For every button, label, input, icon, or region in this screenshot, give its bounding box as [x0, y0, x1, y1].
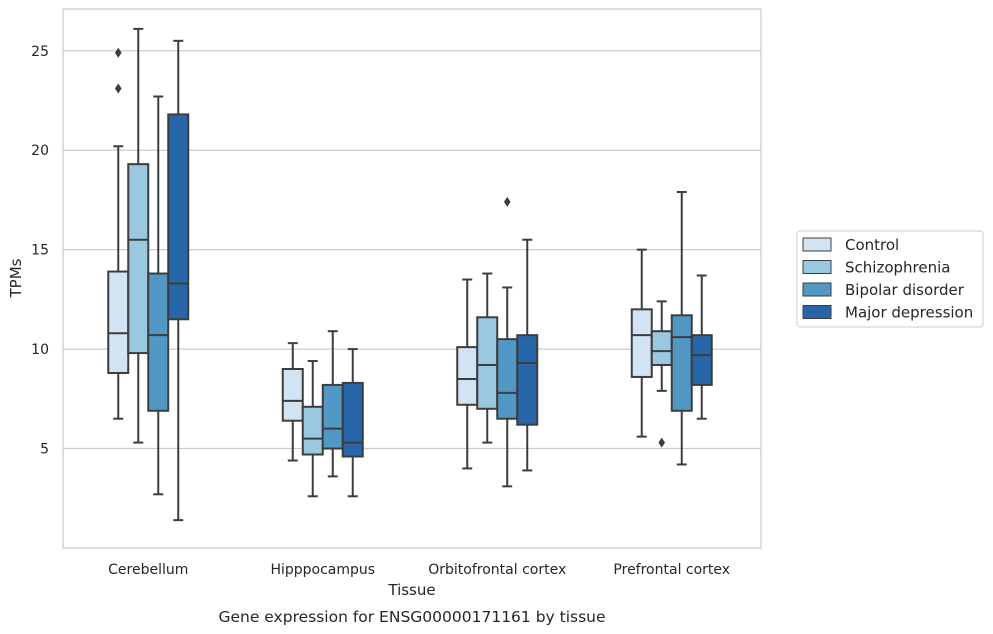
box-body: [516, 334, 539, 426]
box-body: [456, 346, 479, 406]
outlier-point: [658, 437, 666, 448]
box-body: [690, 334, 713, 386]
y-tick-labels: 5 10 15 20 25: [31, 44, 49, 458]
x-axis-label: Tissue: [387, 581, 435, 599]
box-control: [630, 248, 653, 438]
legend-label: Bipolar disorder: [845, 281, 965, 299]
y-tick-label: 5: [40, 442, 49, 458]
box-major-depression: [341, 348, 364, 498]
outlier-point: [114, 83, 122, 94]
x-tick-label: Orbitofrontal cortex: [428, 562, 566, 578]
legend-label: Schizophrenia: [845, 259, 950, 277]
box-control: [107, 47, 130, 420]
x-tick-label: Cerebellum: [108, 562, 188, 578]
box-schizophrenia: [301, 360, 324, 498]
box-body: [281, 367, 304, 422]
legend-label: Control: [845, 236, 899, 254]
legend-swatch: [802, 260, 832, 274]
box-bipolar-disorder: [496, 196, 519, 488]
box-body: [341, 381, 364, 458]
box-body: [496, 338, 519, 420]
legend-swatch: [802, 237, 832, 252]
box-body: [650, 330, 673, 367]
box-body: [107, 270, 130, 374]
box-schizophrenia: [127, 27, 150, 444]
box-control: [281, 342, 304, 462]
y-tick-label: 20: [31, 143, 49, 159]
x-tick-label: Hipppocampus: [270, 562, 375, 578]
box-schizophrenia: [476, 272, 499, 444]
outlier-point: [114, 47, 122, 58]
box-bipolar-disorder: [147, 95, 170, 496]
box-major-depression: [167, 39, 190, 522]
box-major-depression: [690, 274, 713, 420]
box-body: [301, 405, 324, 456]
box-bipolar-disorder: [321, 330, 344, 478]
box-body: [127, 163, 150, 355]
legend-swatch: [802, 305, 832, 319]
box-body: [670, 314, 693, 412]
box-bipolar-disorder: [670, 190, 693, 466]
legend-label: Major depression: [845, 304, 973, 322]
box-major-depression: [516, 238, 539, 472]
y-axis-label: TPMs: [7, 258, 25, 298]
box-body: [476, 316, 499, 410]
outlier-point: [503, 196, 511, 207]
plot-area-frame: [62, 8, 762, 549]
box-schizophrenia: [650, 300, 673, 448]
legend-frame: [796, 230, 984, 328]
y-tick-label: 10: [31, 342, 49, 358]
figure-caption: Gene expression for ENSG00000171161 by t…: [218, 608, 605, 626]
x-tick-label: Prefrontal cortex: [613, 562, 730, 578]
box-body: [147, 272, 170, 412]
box-control: [456, 278, 479, 470]
legend-swatch: [802, 282, 832, 297]
y-tick-label: 25: [31, 44, 49, 60]
boxes: [107, 27, 713, 522]
box-body: [167, 113, 190, 321]
y-tick-label: 15: [31, 243, 49, 259]
box-body: [321, 383, 344, 450]
legend: Control Schizophrenia Bipolar disorder Majo…: [796, 230, 984, 328]
box-body: [630, 308, 653, 378]
x-tick-labels: Cerebellum Hipppocampus Orbitofrontal cort…: [108, 562, 730, 578]
